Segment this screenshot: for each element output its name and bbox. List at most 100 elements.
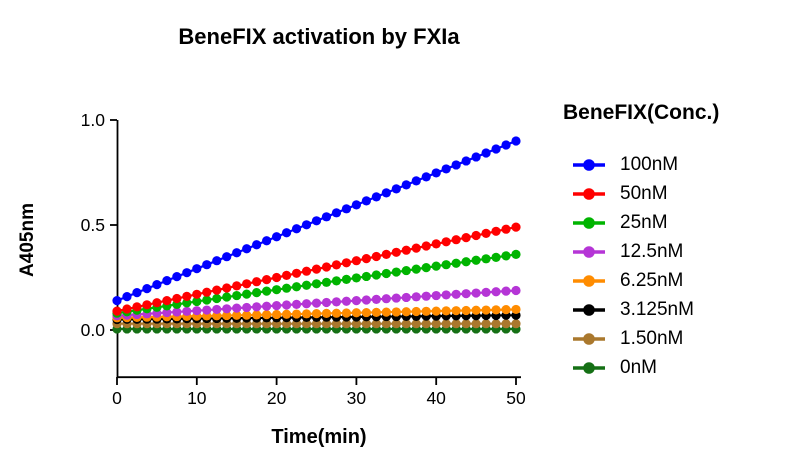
data-point xyxy=(481,254,491,264)
legend-marker-icon xyxy=(573,275,605,287)
legend-item-25nM: 25nM xyxy=(572,209,668,237)
data-point xyxy=(301,299,312,309)
data-point xyxy=(232,310,242,320)
data-point xyxy=(351,256,361,266)
data-point xyxy=(222,252,232,262)
data-point xyxy=(222,304,232,314)
legend-item-label: 100nM xyxy=(620,154,679,175)
data-point xyxy=(461,289,471,299)
data-point xyxy=(272,301,282,311)
data-point xyxy=(232,281,242,291)
data-point xyxy=(212,285,222,295)
data-point xyxy=(511,285,521,296)
data-point xyxy=(501,251,511,261)
legend-marker-icon xyxy=(573,217,605,229)
data-point xyxy=(222,310,232,321)
data-point xyxy=(192,289,202,299)
legend-item-1.50nM: 1.50nM xyxy=(572,325,683,353)
data-point xyxy=(242,279,252,289)
data-point xyxy=(242,302,252,313)
data-point xyxy=(371,251,381,262)
data-point xyxy=(152,280,162,290)
data-point xyxy=(331,319,342,329)
data-point xyxy=(431,290,441,301)
data-point xyxy=(451,160,461,170)
data-point xyxy=(491,144,501,154)
data-point xyxy=(441,260,451,270)
legend-item-label: 25nM xyxy=(620,212,668,233)
data-point xyxy=(212,293,222,304)
data-point xyxy=(132,288,142,298)
data-point xyxy=(391,247,401,257)
legend-item-label: 3.125nM xyxy=(620,299,694,320)
data-point xyxy=(371,192,381,202)
data-point xyxy=(252,310,262,320)
data-point xyxy=(222,283,232,293)
data-point xyxy=(262,310,272,320)
data-point xyxy=(192,264,202,274)
data-point xyxy=(381,268,391,279)
data-point xyxy=(172,293,182,304)
data-point xyxy=(351,319,361,329)
legend-marker-icon xyxy=(573,333,605,345)
data-point xyxy=(281,300,292,310)
data-point xyxy=(311,279,322,289)
data-point xyxy=(212,311,222,321)
data-point xyxy=(311,264,322,274)
data-point xyxy=(381,319,391,329)
data-point xyxy=(182,298,192,308)
data-point xyxy=(461,257,471,267)
data-point xyxy=(202,287,212,297)
data-point xyxy=(222,292,232,302)
data-point xyxy=(252,288,262,298)
data-point xyxy=(491,287,501,297)
data-point xyxy=(301,319,312,329)
legend-item-6.25nM: 6.25nM xyxy=(572,267,683,295)
data-point xyxy=(411,292,421,302)
data-point xyxy=(511,319,521,329)
data-point xyxy=(272,309,282,320)
data-point xyxy=(471,319,481,329)
data-point xyxy=(341,296,352,306)
data-point xyxy=(481,287,491,298)
data-point xyxy=(272,232,282,242)
data-point xyxy=(511,249,521,259)
data-point xyxy=(142,300,152,310)
data-point xyxy=(301,309,312,319)
data-point xyxy=(152,298,162,308)
data-point xyxy=(361,196,371,206)
data-point xyxy=(391,307,401,317)
data-point xyxy=(281,270,292,280)
x-tick-label: 30 xyxy=(347,388,367,408)
data-point xyxy=(391,267,401,277)
data-point xyxy=(381,294,391,304)
data-point xyxy=(162,307,172,318)
data-point xyxy=(242,244,252,254)
data-point xyxy=(272,285,282,295)
data-point xyxy=(262,286,272,296)
data-point xyxy=(291,268,302,278)
legend-item-50nM: 50nM xyxy=(572,180,668,208)
data-point xyxy=(172,272,182,282)
data-point xyxy=(242,310,252,320)
data-point xyxy=(341,204,352,214)
data-point xyxy=(481,228,491,238)
data-point xyxy=(361,271,371,282)
data-point xyxy=(351,308,361,318)
data-point xyxy=(481,148,491,158)
data-point xyxy=(461,233,471,243)
data-point xyxy=(371,294,381,304)
data-point xyxy=(301,220,312,230)
data-point xyxy=(471,152,481,162)
data-point xyxy=(162,296,172,306)
data-point xyxy=(431,239,441,249)
data-point xyxy=(511,136,521,146)
data-point xyxy=(421,172,431,182)
data-point xyxy=(401,307,411,317)
data-point xyxy=(451,289,461,299)
series-100nM xyxy=(112,136,521,306)
data-point xyxy=(281,309,292,319)
data-point xyxy=(511,222,521,232)
